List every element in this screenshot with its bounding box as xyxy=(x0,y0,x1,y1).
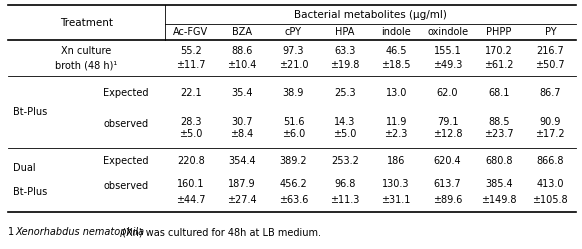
Text: 456.2: 456.2 xyxy=(279,179,307,189)
Text: ±17.2: ±17.2 xyxy=(535,129,565,139)
Text: 51.6: 51.6 xyxy=(283,117,304,127)
Text: BZA: BZA xyxy=(232,27,252,37)
Text: 38.9: 38.9 xyxy=(283,88,304,98)
Text: Dual: Dual xyxy=(13,163,36,173)
Text: PY: PY xyxy=(545,27,556,37)
Text: 155.1: 155.1 xyxy=(434,46,462,56)
Text: ±50.7: ±50.7 xyxy=(535,60,565,70)
Text: Bt-Plus: Bt-Plus xyxy=(13,107,47,117)
Text: ±21.0: ±21.0 xyxy=(279,60,308,70)
Text: 11.9: 11.9 xyxy=(385,117,407,127)
Text: 90.9: 90.9 xyxy=(540,117,561,127)
Text: Ac-FGV: Ac-FGV xyxy=(173,27,208,37)
Text: ±10.4: ±10.4 xyxy=(228,60,257,70)
Text: ±18.5: ±18.5 xyxy=(381,60,411,70)
Text: ±5.0: ±5.0 xyxy=(333,129,357,139)
Text: ±11.7: ±11.7 xyxy=(176,60,205,70)
Text: 13.0: 13.0 xyxy=(385,88,407,98)
Text: observed: observed xyxy=(103,119,148,129)
Text: 1: 1 xyxy=(8,227,17,237)
Text: 216.7: 216.7 xyxy=(537,46,564,56)
Text: ±49.3: ±49.3 xyxy=(433,60,462,70)
Text: Expected: Expected xyxy=(103,88,148,98)
Text: 30.7: 30.7 xyxy=(231,117,253,127)
Text: Expected: Expected xyxy=(103,156,148,166)
Text: 170.2: 170.2 xyxy=(485,46,513,56)
Text: 253.2: 253.2 xyxy=(331,156,359,166)
Text: indole: indole xyxy=(381,27,411,37)
Text: ±19.8: ±19.8 xyxy=(330,60,360,70)
Text: ±27.4: ±27.4 xyxy=(227,195,257,205)
Text: 187.9: 187.9 xyxy=(228,179,256,189)
Text: 68.1: 68.1 xyxy=(488,88,510,98)
Text: cPY: cPY xyxy=(285,27,302,37)
Text: ±23.7: ±23.7 xyxy=(484,129,514,139)
Text: ±61.2: ±61.2 xyxy=(484,60,514,70)
Text: ±2.3: ±2.3 xyxy=(385,129,408,139)
Text: Treatment: Treatment xyxy=(60,17,113,27)
Text: broth (48 h)¹: broth (48 h)¹ xyxy=(55,60,118,70)
Text: 79.1: 79.1 xyxy=(437,117,458,127)
Text: ±12.8: ±12.8 xyxy=(433,129,462,139)
Text: Xn culture: Xn culture xyxy=(61,46,112,56)
Text: 35.4: 35.4 xyxy=(231,88,253,98)
Text: ±63.6: ±63.6 xyxy=(279,195,308,205)
Text: 413.0: 413.0 xyxy=(537,179,564,189)
Text: 62.0: 62.0 xyxy=(437,88,458,98)
Text: 220.8: 220.8 xyxy=(177,156,204,166)
Text: ±6.0: ±6.0 xyxy=(282,129,305,139)
Text: ±11.3: ±11.3 xyxy=(330,195,360,205)
Text: 680.8: 680.8 xyxy=(485,156,513,166)
Text: ±31.1: ±31.1 xyxy=(381,195,411,205)
Text: 130.3: 130.3 xyxy=(382,179,410,189)
Text: 86.7: 86.7 xyxy=(540,88,561,98)
Text: 14.3: 14.3 xyxy=(334,117,356,127)
Text: 25.3: 25.3 xyxy=(334,88,356,98)
Text: 22.1: 22.1 xyxy=(180,88,201,98)
Text: 389.2: 389.2 xyxy=(279,156,307,166)
Text: 88.6: 88.6 xyxy=(232,46,253,56)
Text: ±149.8: ±149.8 xyxy=(481,195,517,205)
Text: observed: observed xyxy=(103,181,148,191)
Text: 613.7: 613.7 xyxy=(434,179,462,189)
Text: 620.4: 620.4 xyxy=(434,156,462,166)
Text: oxindole: oxindole xyxy=(427,27,468,37)
Text: Bacterial metabolites (μg/ml): Bacterial metabolites (μg/ml) xyxy=(294,9,447,19)
Text: 63.3: 63.3 xyxy=(334,46,356,56)
Text: 46.5: 46.5 xyxy=(385,46,407,56)
Text: PHPP: PHPP xyxy=(486,27,512,37)
Text: Xenorhabdus nematophila: Xenorhabdus nematophila xyxy=(15,227,144,237)
Text: ±44.7: ±44.7 xyxy=(176,195,205,205)
Text: 28.3: 28.3 xyxy=(180,117,201,127)
Text: ±5.0: ±5.0 xyxy=(179,129,203,139)
Text: 866.8: 866.8 xyxy=(537,156,564,166)
Text: Bt-Plus: Bt-Plus xyxy=(13,187,47,197)
Text: ±105.8: ±105.8 xyxy=(533,195,568,205)
Text: HPA: HPA xyxy=(335,27,354,37)
Text: ±89.6: ±89.6 xyxy=(433,195,462,205)
Text: 96.8: 96.8 xyxy=(334,179,356,189)
Text: 186: 186 xyxy=(387,156,406,166)
Text: 97.3: 97.3 xyxy=(283,46,304,56)
Text: 385.4: 385.4 xyxy=(485,179,513,189)
Text: 354.4: 354.4 xyxy=(228,156,256,166)
Text: (Xn) was cultured for 48h at LB medium.: (Xn) was cultured for 48h at LB medium. xyxy=(119,227,321,237)
Text: 55.2: 55.2 xyxy=(180,46,201,56)
Text: 88.5: 88.5 xyxy=(488,117,510,127)
Text: 160.1: 160.1 xyxy=(177,179,204,189)
Text: ±8.4: ±8.4 xyxy=(230,129,254,139)
